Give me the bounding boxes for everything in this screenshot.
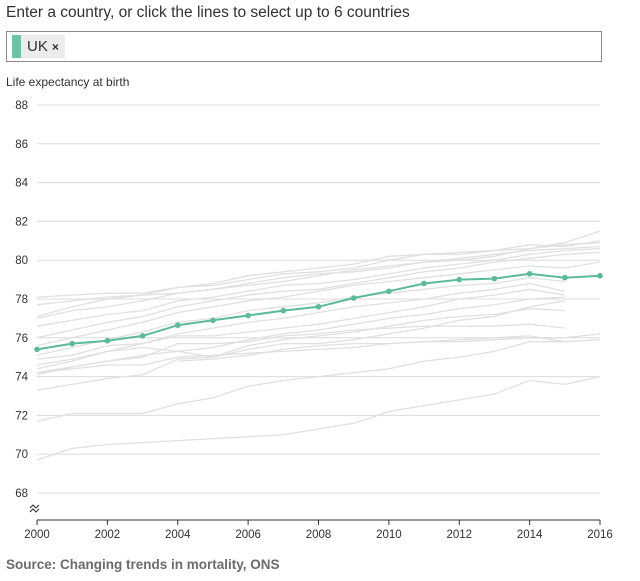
y-tick-label: 86 [15,139,28,151]
country-search-prompt: Enter a country, or click the lines to s… [6,4,410,21]
x-tick-labels: 2000 2002 2004 2006 2008 2010 2012 2014 2016 [24,520,613,541]
x-tick-label: 2012 [446,529,472,541]
chip-color-swatch [12,35,21,58]
x-tick-label: 2004 [165,529,191,541]
country-line [36,323,565,376]
country-line [36,300,565,391]
uk-data-point [491,275,498,282]
uk-data-point [174,322,181,328]
axis-break-line [29,504,40,509]
y-tick-label: 84 [15,178,28,190]
country-line [36,375,601,461]
country-line [36,240,601,298]
uk-data-point [456,276,463,283]
country-line [36,277,565,356]
uk-data-point [386,288,392,295]
x-tick-label: 2000 [24,529,50,541]
uk-data-point [34,346,40,353]
uk-data-point [526,270,533,277]
uk-data-point [210,317,216,324]
country-line [36,288,565,360]
axis-break-line [29,508,40,513]
uk-data-point [597,272,603,279]
uk-data-point [280,307,287,314]
selected-country-chip[interactable]: UK × [12,35,65,58]
uk-data-point [245,312,251,319]
uk-data-point [139,333,146,339]
y-tick-label: 72 [15,410,28,422]
country-line [36,247,601,327]
uk-data-point [69,340,75,347]
axis-break-icon [29,504,40,513]
background-country-lines [36,230,601,461]
x-tick-label: 2014 [517,529,543,541]
x-tick-label: 2010 [376,529,402,541]
y-axis-label: Life expectancy at birth [6,75,130,89]
country-picker-input[interactable]: UK × [6,31,602,62]
y-tick-label: 82 [15,216,28,228]
country-line [36,251,601,339]
country-line [36,308,565,366]
y-tick-label: 70 [15,449,28,461]
country-line [36,230,601,320]
x-tick-label: 2006 [235,529,261,541]
country-line [36,261,601,347]
country-line [36,282,565,370]
country-line [36,296,565,374]
uk-data-point [421,280,427,287]
x-tick-label: 2008 [306,529,332,541]
country-line [36,339,601,422]
y-tick-label: 80 [15,255,28,267]
y-tick-label: 68 [15,488,28,500]
y-tick-label: 74 [15,372,28,384]
y-tick-label: 76 [15,333,28,345]
source-note: Source: Changing trends in mortality, ON… [6,557,280,572]
x-tick-label: 2002 [95,529,121,541]
uk-data-point [350,295,357,301]
country-line [177,333,601,362]
chip-label: UK [27,38,48,55]
y-tick-label: 88 [15,100,28,112]
x-tick-label: 2016 [587,529,613,541]
uk-data-point [315,303,322,310]
uk-data-point [562,274,568,281]
y-tick-labels: 68 70 72 74 76 78 80 82 84 86 88 [15,100,28,500]
country-line [36,335,565,374]
highlighted-series [34,270,603,353]
uk-data-point [104,337,111,344]
y-tick-label: 78 [15,294,28,306]
remove-chip-icon[interactable]: × [51,39,59,54]
